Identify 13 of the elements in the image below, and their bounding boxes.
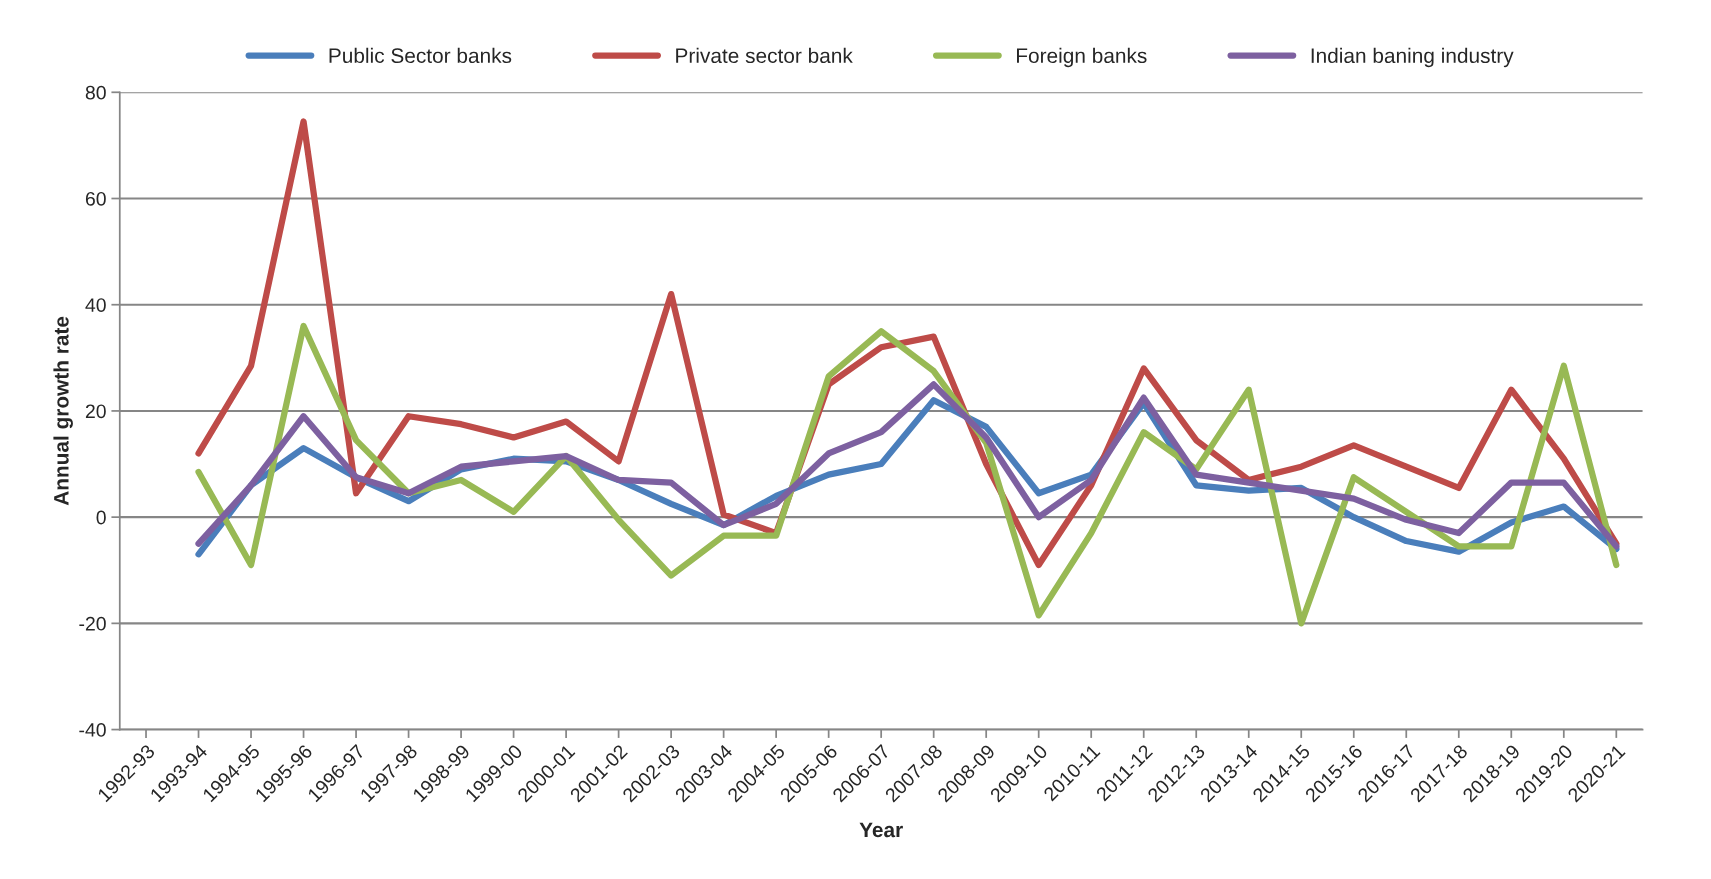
legend-label: Public Sector banks [329,47,512,64]
y-tick-label: 0 [96,510,106,525]
y-tick-label: -40 [79,723,106,737]
legend-label: Foreign banks [1017,47,1147,68]
y-tick-label: 80 [85,85,106,100]
y-tick-label: 40 [85,298,106,312]
y-tick-label: 20 [85,404,106,419]
legend-label: Indian baning industry [1311,47,1514,68]
y-tick-label: 60 [85,191,106,206]
y-axis-title: Annual growth rate [53,316,73,506]
legend-label: Private sector bank [676,47,853,64]
x-axis-title: Year [859,822,903,838]
y-tick-label: -20 [79,616,106,631]
